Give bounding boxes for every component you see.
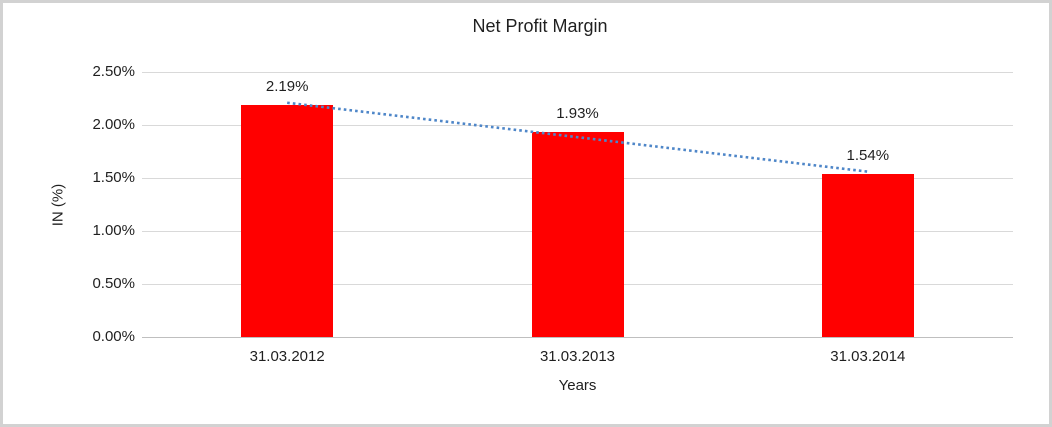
bar-31.03.2012 (241, 104, 334, 337)
bar-31.03.2013 (531, 132, 624, 337)
bar-31.03.2014 (821, 173, 914, 337)
x-tick-label: 31.03.2012 (249, 348, 325, 365)
x-axis-title: Years (558, 377, 597, 394)
y-tick-label: 0.50% (92, 275, 135, 292)
chart-title: Net Profit Margin (472, 16, 608, 36)
x-tick-label: 31.03.2013 (539, 348, 616, 365)
data-label: 2.19% (265, 77, 309, 95)
y-tick-label: 2.50% (92, 63, 135, 80)
gridline (142, 72, 1013, 73)
y-axis-title: IN (%) (49, 183, 67, 227)
y-tick-label: 0.00% (92, 328, 135, 345)
y-tick-label: 1.00% (92, 222, 135, 239)
y-tick-label: 2.00% (92, 116, 135, 133)
x-tick-label: 31.03.2014 (830, 348, 906, 365)
data-label: 1.54% (846, 146, 890, 164)
y-tick-label: 1.50% (92, 169, 135, 186)
x-axis-line (142, 337, 1013, 338)
data-label: 1.93% (556, 105, 599, 123)
